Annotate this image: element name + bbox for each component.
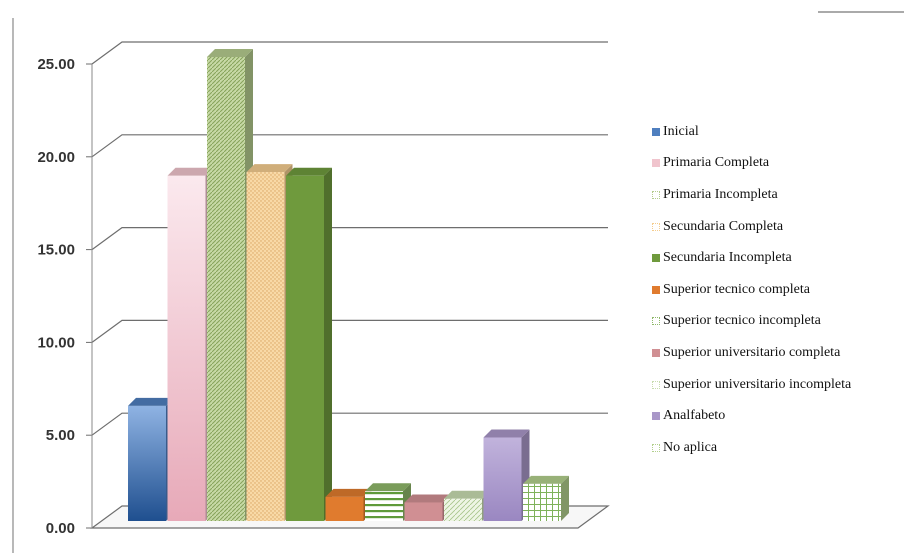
bar-superior-universitario-completa <box>404 494 451 521</box>
bar-front <box>325 496 364 521</box>
bar-front <box>207 57 245 521</box>
legend-swatch <box>652 254 660 263</box>
legend-item: Secundaria Incompleta <box>652 242 851 274</box>
gridline <box>91 227 608 251</box>
legend-swatch <box>652 285 660 294</box>
y-tick-label: 20.00 <box>37 149 75 166</box>
legend-label: No aplica <box>663 439 718 455</box>
legend-swatch <box>652 127 660 136</box>
legend-item: Superior universitario completa <box>652 337 851 369</box>
legend-label: Inicial <box>663 123 699 139</box>
bar-top <box>246 164 293 173</box>
bar-front <box>246 172 285 521</box>
bar-front <box>404 502 443 521</box>
bar-front <box>365 491 403 521</box>
bar-superior-tecnico-incompleta <box>365 483 411 521</box>
bar-superior-universitario-incompleta <box>444 490 490 521</box>
bar-no-aplica <box>523 475 569 521</box>
bar-front <box>444 498 482 521</box>
y-tick-label: 0.00 <box>46 520 75 537</box>
y-tick-label: 10.00 <box>37 334 75 351</box>
bar-side <box>561 475 569 521</box>
legend: Inicial Primaria Completa Primaria Incompl… <box>652 116 851 464</box>
bar-inicial <box>128 397 174 521</box>
legend-swatch <box>652 412 660 421</box>
bar-top <box>444 490 490 499</box>
bar-top <box>128 397 174 406</box>
legend-item: Analfabeto <box>652 400 851 432</box>
bar-secundaria-incompleta <box>286 167 332 521</box>
bar-top <box>286 167 332 176</box>
legend-label: Secundaria Completa <box>663 218 784 234</box>
gridline <box>91 412 608 436</box>
legend-label: Analfabeto <box>663 408 726 424</box>
legend-item: Primaria Completa <box>652 148 851 180</box>
bar-top <box>523 475 569 484</box>
bar-top <box>167 167 214 176</box>
bar-top <box>365 483 411 492</box>
y-tick-label: 25.00 <box>37 56 75 73</box>
legend-swatch <box>652 380 660 389</box>
legend-item: Superior tecnico incompleta <box>652 306 851 338</box>
bar-front <box>483 437 522 521</box>
bar-primaria-incompleta <box>207 49 253 521</box>
legend-label: Primaria Incompleta <box>663 186 778 202</box>
bar-top <box>404 494 451 503</box>
legend-swatch <box>652 222 660 231</box>
legend-swatch <box>652 190 660 199</box>
legend-label: Primaria Completa <box>663 155 770 171</box>
legend-item: Inicial <box>652 116 851 148</box>
legend-label: Secundaria Incompleta <box>663 250 792 266</box>
legend-label: Superior universitario completa <box>663 344 841 360</box>
gridline <box>91 41 608 65</box>
legend-label: Superior universitario incompleta <box>663 376 852 392</box>
legend-item: No aplica <box>652 432 851 464</box>
legend-swatch <box>652 317 660 326</box>
legend-item: Superior universitario incompleta <box>652 369 851 401</box>
bar-top <box>325 488 372 497</box>
gridline <box>91 319 608 343</box>
y-tick-label: 5.00 <box>46 427 75 444</box>
gridline <box>91 134 608 158</box>
bar-side <box>324 167 332 521</box>
bar-analfabeto <box>483 429 530 521</box>
legend-label: Superior tecnico completa <box>663 281 810 297</box>
bar-front <box>128 405 166 521</box>
legend-swatch <box>652 348 660 357</box>
legend-label: Superior tecnico incompleta <box>663 313 821 329</box>
legend-swatch <box>652 159 660 168</box>
bar-front <box>286 175 324 521</box>
bar-secundaria-completa <box>246 164 293 521</box>
bar-primaria-completa <box>167 167 214 521</box>
legend-swatch <box>652 443 660 452</box>
bar-front <box>167 175 206 521</box>
bar-front <box>523 483 561 521</box>
bar-top <box>207 49 253 57</box>
legend-item: Superior tecnico completa <box>652 274 851 306</box>
bar-top <box>483 429 530 438</box>
y-tick-label: 15.00 <box>37 242 75 259</box>
legend-item: Secundaria Completa <box>652 211 851 243</box>
bar-superior-tecnico-completa <box>325 488 372 521</box>
legend-item: Primaria Incompleta <box>652 179 851 211</box>
